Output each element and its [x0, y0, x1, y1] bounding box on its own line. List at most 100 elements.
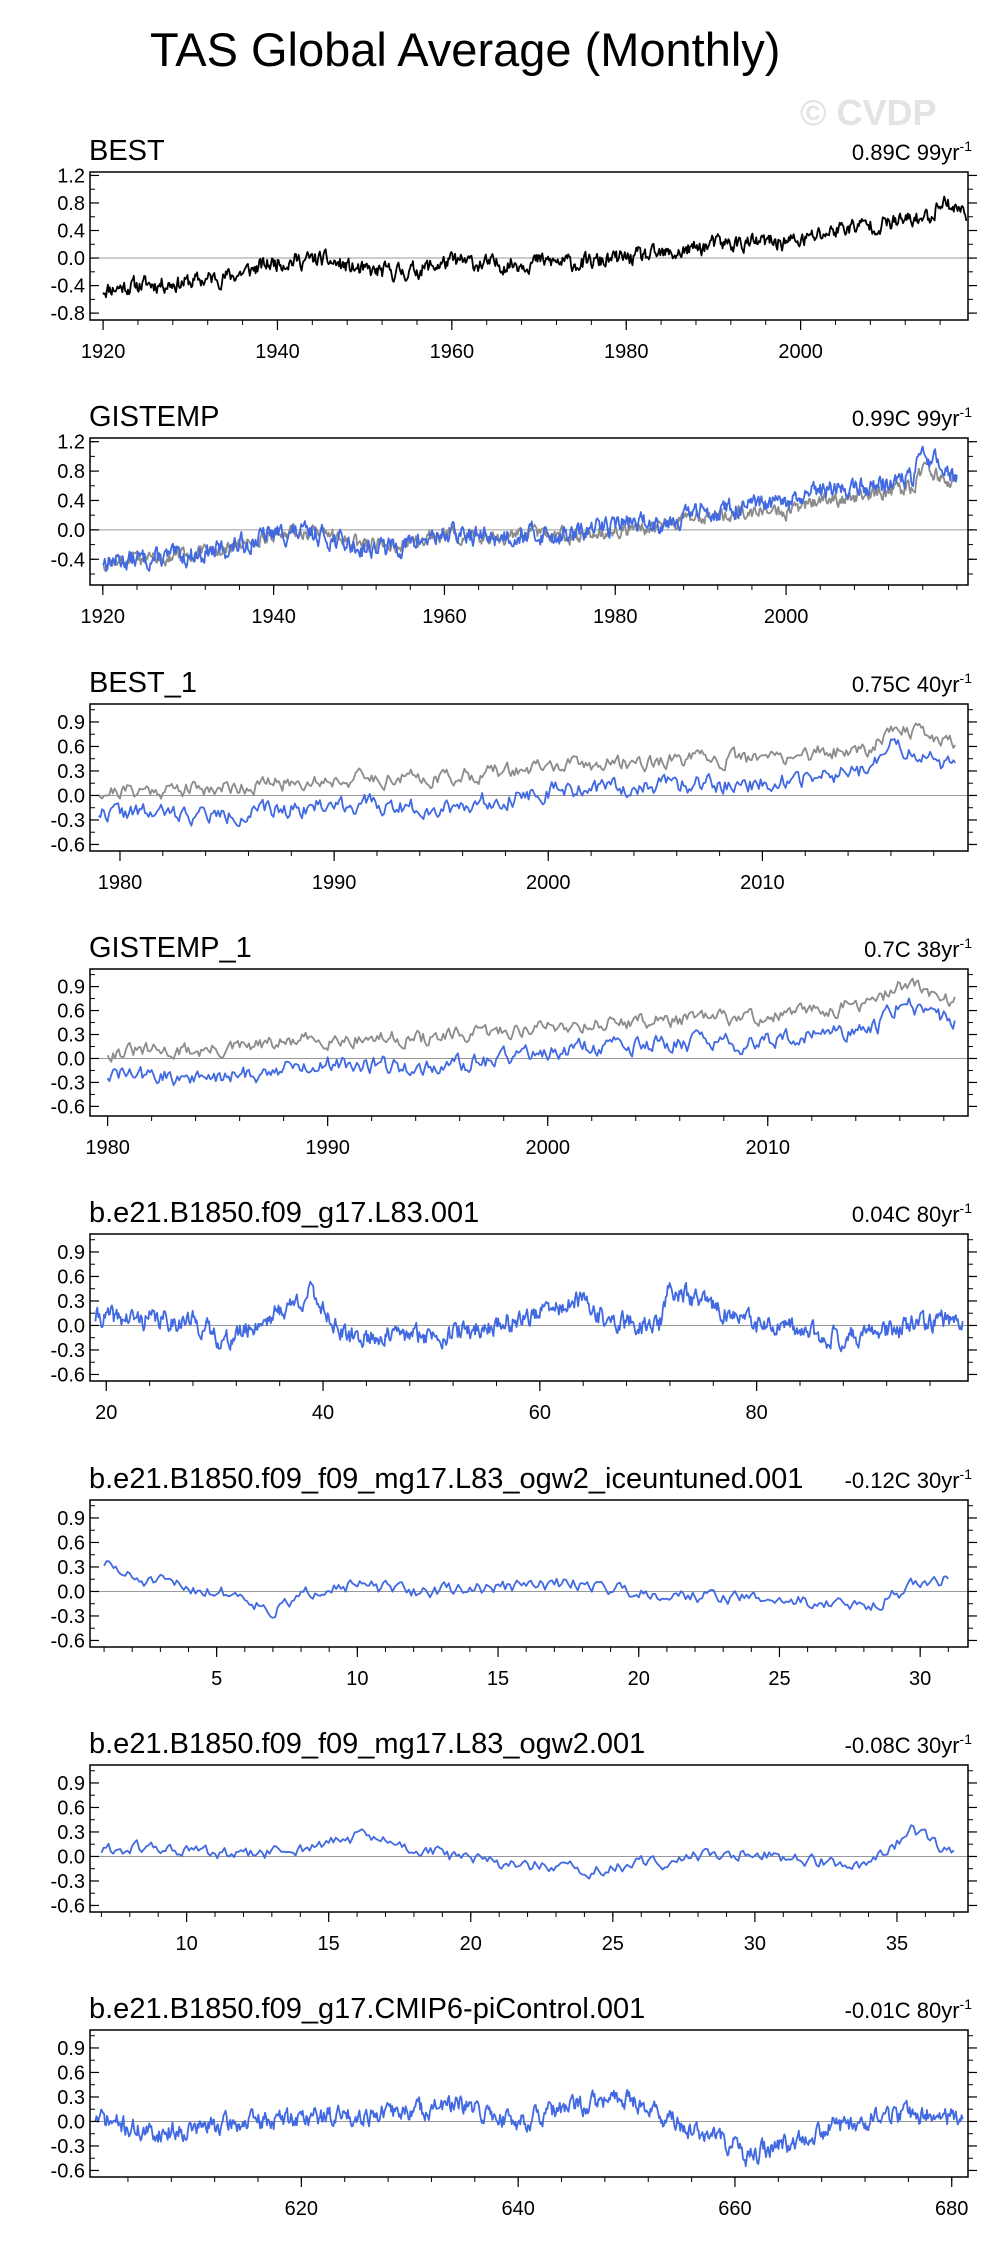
- x-tick-label: 25: [602, 1933, 624, 1955]
- y-tick-label: 0.9: [57, 2038, 85, 2060]
- x-tick-label: 20: [460, 1933, 482, 1955]
- y-tick-label: 0.9: [57, 1508, 85, 1530]
- x-tick-label: 2000: [526, 872, 571, 894]
- plot-frame: [89, 1499, 969, 1648]
- x-tick-label: 1990: [305, 1137, 350, 1159]
- x-tick-label: 680: [935, 2198, 968, 2220]
- y-tick-label: 0.4: [57, 490, 85, 512]
- trend-annotation: 0.04C 80yr-1: [852, 1200, 972, 1227]
- trend-annotation: -0.12C 30yr-1: [845, 1466, 973, 1493]
- y-tick-label: -0.6: [51, 834, 85, 856]
- y-tick-label: 0.3: [57, 761, 85, 783]
- x-tick-label: 10: [346, 1668, 368, 1690]
- trend-exponent: -1: [960, 404, 973, 420]
- panel-title: b.e21.B1850.f09_f09_mg17.L83_ogw2.001: [89, 1728, 645, 1760]
- y-tick-label: -0.6: [51, 1364, 85, 1386]
- y-tick-label: -0.4: [51, 276, 85, 298]
- trend-part: 0.04C: [852, 1202, 911, 1227]
- y-tick-label: 0.0: [57, 1315, 85, 1337]
- plot-frame: [89, 437, 969, 586]
- trend-part: 80: [917, 1998, 941, 2023]
- x-tick-label: 1920: [81, 606, 126, 628]
- x-tick-label: 1980: [98, 872, 143, 894]
- y-tick-label: 0.0: [57, 1846, 85, 1868]
- y-tick-label: 0.0: [57, 1048, 85, 1070]
- trend-exponent: -1: [960, 1731, 973, 1747]
- trend-annotation: 0.99C 99yr-1: [852, 404, 972, 431]
- panel-title: b.e21.B1850.f09_f09_mg17.L83_ogw2_iceunt…: [89, 1463, 803, 1495]
- chart-panel-4: GISTEMP_1 0.7C 38yr-1 -0.6-0.30.00.30.60.9…: [51, 932, 977, 1159]
- chart-panel-8: b.e21.B1850.f09_g17.CMIP6-piControl.001 -…: [51, 1993, 977, 2220]
- y-tick-label: 0.6: [57, 1001, 85, 1023]
- x-tick-label: 1980: [85, 1137, 130, 1159]
- trend-part: 38: [917, 937, 941, 962]
- trend-part: 80: [917, 1202, 941, 1227]
- x-tick-label: 2000: [764, 606, 809, 628]
- y-tick-label: -0.6: [51, 1096, 85, 1118]
- chart-panel-3: BEST_1 0.75C 40yr-1 -0.6-0.3 0.00.3 0.60.9 19…: [51, 667, 977, 894]
- trend-part: -0.08C: [845, 1733, 911, 1758]
- x-tick-label: 5: [211, 1668, 222, 1690]
- panel-title: BEST: [89, 135, 165, 167]
- trend-annotation: 0.89C 99yr-1: [852, 138, 972, 165]
- y-tick-label: -0.4: [51, 549, 85, 571]
- trend-exponent: -1: [960, 670, 973, 686]
- trend-exponent: -1: [960, 1200, 973, 1216]
- panel-title: BEST_1: [89, 667, 197, 699]
- plot-frame: [89, 171, 969, 321]
- trend-part: 99: [917, 140, 941, 165]
- x-tick-label: 660: [718, 2198, 751, 2220]
- trend-part: yr: [941, 140, 959, 165]
- trend-part: 30: [917, 1468, 941, 1493]
- series-line-1: [97, 722, 956, 800]
- trend-part: 0.75C: [852, 672, 911, 697]
- x-tick-label: 40: [312, 1402, 334, 1424]
- y-tick-label: -0.3: [51, 2136, 85, 2158]
- trend-exponent: -1: [960, 935, 973, 951]
- x-tick-label: 30: [909, 1668, 931, 1690]
- plot-frame: [89, 1233, 969, 1382]
- y-tick-label: 0.9: [57, 1773, 85, 1795]
- x-tick-label: 1940: [251, 606, 296, 628]
- y-tick-label: 1.2: [57, 432, 85, 454]
- x-tick-label: 30: [744, 1933, 766, 1955]
- figure-title: TAS Global Average (Monthly): [150, 23, 781, 76]
- y-tick-label: 0.3: [57, 1291, 85, 1313]
- y-tick-label: -0.3: [51, 1340, 85, 1362]
- x-tick-label: 1940: [255, 341, 300, 363]
- x-tick-label: 2000: [525, 1137, 570, 1159]
- trend-part: yr: [941, 1733, 959, 1758]
- trend-part: yr: [941, 1468, 959, 1493]
- series-line-2: [102, 445, 958, 572]
- y-tick-label: 0.6: [57, 736, 85, 758]
- y-tick-label: 0.6: [57, 1797, 85, 1819]
- plot-frame: [89, 703, 969, 852]
- x-tick-label: 80: [746, 1402, 768, 1424]
- panel-title: b.e21.B1850.f09_g17.L83.001: [89, 1197, 479, 1229]
- trend-exponent: -1: [960, 138, 973, 154]
- y-tick-label: 0.6: [57, 1266, 85, 1288]
- x-tick-label: 1980: [593, 606, 638, 628]
- x-tick-label: 20: [628, 1668, 650, 1690]
- x-tick-label: 60: [529, 1402, 551, 1424]
- y-tick-label: 0.3: [57, 2087, 85, 2109]
- trend-part: -0.01C: [845, 1998, 911, 2023]
- x-tick-label: 2010: [740, 872, 785, 894]
- trend-part: yr: [941, 1202, 959, 1227]
- series-line-1: [102, 459, 958, 573]
- x-tick-label: 35: [886, 1933, 908, 1955]
- y-tick-label: 0.8: [57, 193, 85, 215]
- trend-annotation: -0.01C 80yr-1: [845, 1996, 973, 2023]
- trend-annotation: -0.08C 30yr-1: [845, 1731, 973, 1758]
- trend-part: yr: [941, 937, 959, 962]
- series-line-2: [98, 738, 956, 827]
- y-tick-label: 0.0: [57, 2111, 85, 2133]
- y-tick-label: 0.0: [57, 520, 85, 542]
- y-tick-label: -0.3: [51, 810, 85, 832]
- y-tick-label: 0.3: [57, 1822, 85, 1844]
- x-tick-label: 640: [501, 2198, 534, 2220]
- y-tick-label: 0.3: [57, 1557, 85, 1579]
- trend-part: yr: [941, 406, 959, 431]
